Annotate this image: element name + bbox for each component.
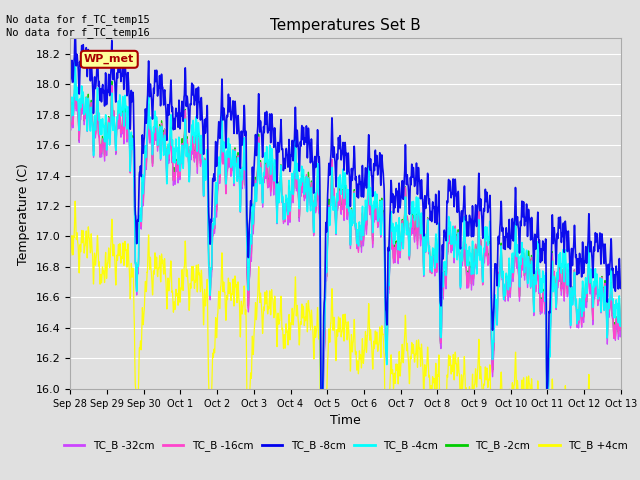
X-axis label: Time: Time bbox=[330, 414, 361, 427]
Y-axis label: Temperature (C): Temperature (C) bbox=[17, 163, 30, 264]
Title: Temperatures Set B: Temperatures Set B bbox=[270, 18, 421, 33]
Text: WP_met: WP_met bbox=[84, 54, 134, 64]
Legend: TC_B -32cm, TC_B -16cm, TC_B -8cm, TC_B -4cm, TC_B -2cm, TC_B +4cm: TC_B -32cm, TC_B -16cm, TC_B -8cm, TC_B … bbox=[60, 436, 632, 456]
Text: No data for f_TC_temp15
No data for f_TC_temp16: No data for f_TC_temp15 No data for f_TC… bbox=[6, 14, 150, 38]
